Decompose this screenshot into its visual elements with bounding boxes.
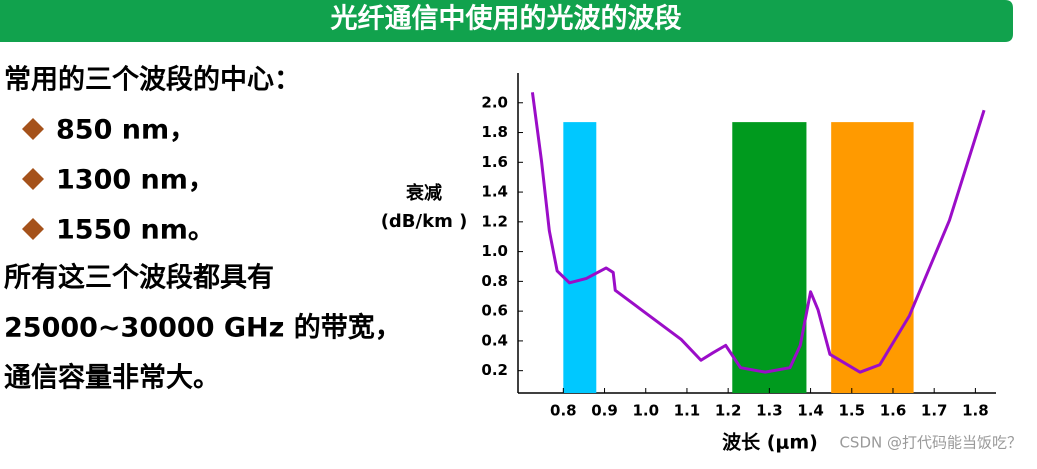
- y-tick-label: 0.2: [481, 361, 508, 379]
- y-tick-label: 1.4: [481, 183, 508, 201]
- bullet-text: 1300 nm，: [56, 165, 215, 196]
- x-tick-label: 1.4: [797, 402, 824, 420]
- bullet-icon: [22, 118, 44, 140]
- y-tick-label: 0.4: [481, 331, 508, 349]
- y-tick-label: 1.2: [481, 212, 508, 230]
- y-tick-label: 0.8: [481, 272, 508, 290]
- x-tick-label: 1.1: [674, 402, 701, 420]
- watermark: CSDN @打代码能当饭吃？: [839, 434, 1022, 452]
- x-tick-label: 1.5: [838, 402, 865, 420]
- y-axis-label: 衰减: [405, 182, 442, 204]
- x-axis-label: 波长 (μm): [722, 431, 818, 454]
- wavelength-band: [732, 122, 807, 394]
- title-bar: [0, 0, 1013, 42]
- body-text: 25000~30000 GHz 的带宽，: [4, 312, 402, 344]
- bullet-text: 1550 nm。: [56, 215, 215, 246]
- y-tick-label: 1.6: [481, 153, 508, 171]
- x-tick-label: 0.9: [591, 402, 618, 420]
- x-tick-label: 0.8: [550, 402, 577, 420]
- intro-text: 常用的三个波段的中心：: [4, 64, 301, 96]
- x-tick-label: 1.8: [962, 402, 989, 420]
- wavelength-band: [563, 122, 597, 394]
- y-tick-label: 1.0: [481, 242, 508, 260]
- y-axis-label: (dB/km ): [381, 211, 468, 232]
- y-tick-label: 2.0: [481, 93, 508, 111]
- x-tick-label: 1.2: [715, 402, 742, 420]
- x-tick-label: 1.3: [756, 402, 783, 420]
- slide-title: 光纤通信中使用的光波的波段: [330, 3, 682, 35]
- body-text: 所有这三个波段都具有: [4, 262, 274, 294]
- bullet-text: 850 nm，: [56, 115, 196, 146]
- y-tick-label: 1.8: [481, 123, 508, 141]
- x-tick-label: 1.0: [632, 402, 659, 420]
- y-tick-label: 0.6: [481, 302, 508, 320]
- bullet-icon: [22, 168, 44, 190]
- attenuation-curve: [530, 92, 986, 374]
- wavelength-band: [831, 122, 914, 394]
- bullet-icon: [22, 218, 44, 240]
- x-tick-label: 1.7: [921, 402, 948, 420]
- x-tick-label: 1.6: [880, 402, 907, 420]
- body-text: 通信容量非常大。: [4, 362, 220, 394]
